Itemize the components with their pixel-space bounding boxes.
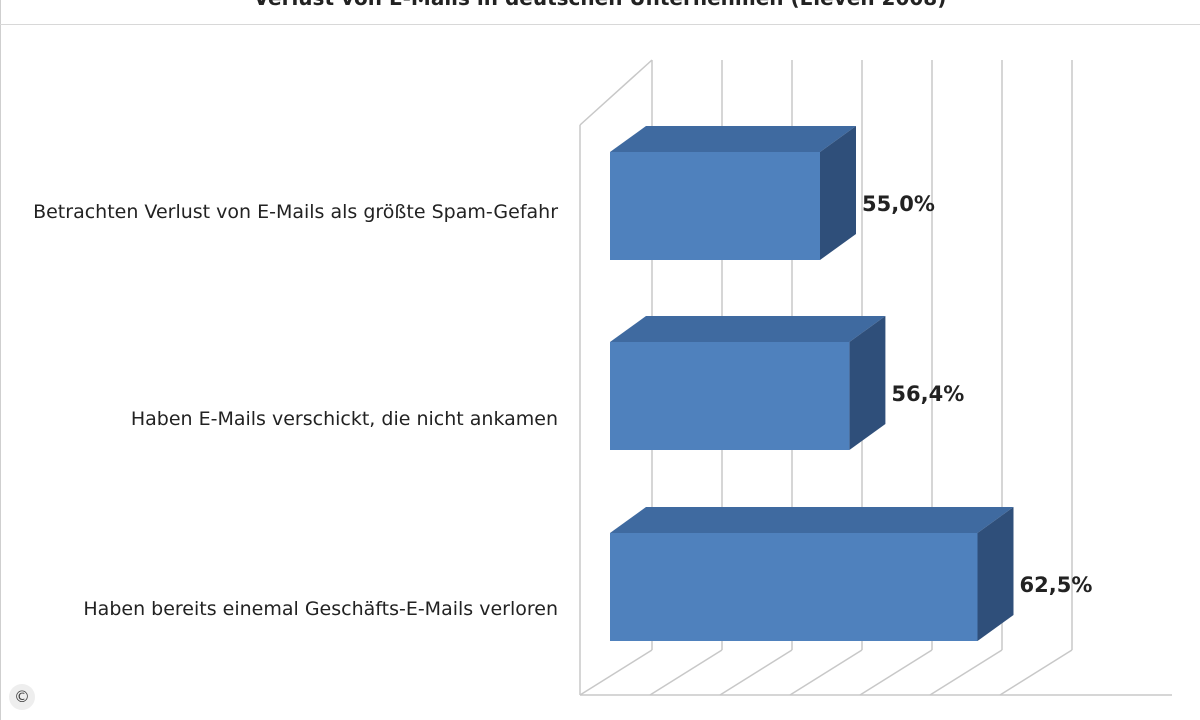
gridline-floor-5: [929, 649, 1003, 696]
bar-side-face-1: [849, 316, 886, 450]
gridline-floor-2: [719, 649, 793, 696]
category-label-0: Betrachten Verlust von E-Mails als größt…: [33, 201, 558, 223]
bar-1: [610, 316, 886, 450]
copyright-icon: ©: [9, 684, 35, 710]
bar-front-face-0: [610, 152, 820, 260]
bar-2: [610, 507, 1014, 641]
bar-top-face-0: [610, 126, 856, 152]
side-wall-top-edge: [579, 59, 653, 126]
category-label-2: Haben bereits einemal Geschäfts-E-Mails …: [83, 598, 558, 620]
bar-front-face-1: [610, 342, 850, 450]
frame-border-top: [0, 24, 1200, 25]
gridline-floor-4: [859, 649, 933, 696]
bar-top-face-2: [610, 507, 1014, 533]
gridline-floor-0: [579, 649, 653, 696]
bars: [610, 126, 1014, 641]
bar-side-face-0: [820, 126, 856, 260]
value-label-1: 56,4%: [891, 382, 965, 406]
gridline-floor-6: [999, 649, 1073, 696]
gridline-floor-3: [789, 649, 863, 696]
bar-side-face-2: [977, 507, 1014, 641]
gridline-floor-1: [649, 649, 723, 696]
category-label-1: Haben E-Mails verschickt, die nicht anka…: [130, 408, 558, 430]
bar-top-face-1: [610, 316, 886, 342]
bar-0: [610, 126, 856, 260]
value-label-0: 55,0%: [862, 192, 935, 216]
value-label-2: 62,5%: [1019, 573, 1093, 597]
frame-border-left: [0, 0, 1, 720]
chart-title: Verlust von E-Mails in deutschen Unterne…: [0, 0, 1200, 10]
bar-front-face-2: [610, 533, 978, 641]
